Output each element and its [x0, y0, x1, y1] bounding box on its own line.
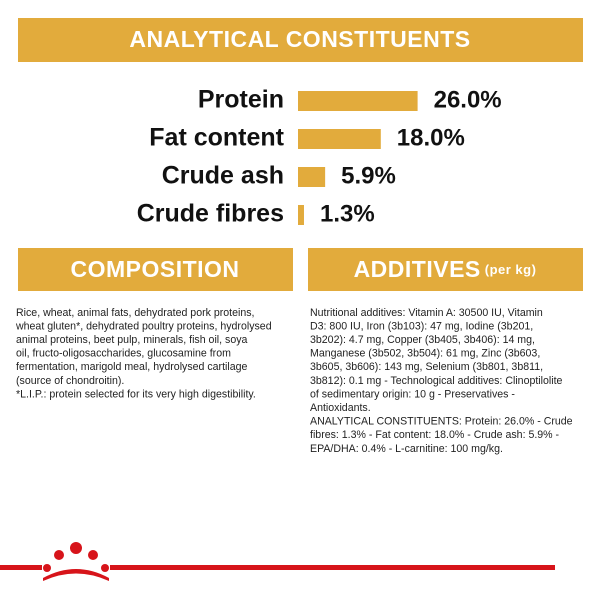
body-line: Antioxidants.: [310, 402, 371, 414]
body-line: 3b605, 3b606): 143 mg, Selenium (3b801, …: [310, 361, 543, 373]
row-label: Protein: [198, 86, 284, 114]
body-line: D3: 800 IU, Iron (3b103): 47 mg, Iodine …: [310, 320, 533, 332]
body-line: Rice, wheat, animal fats, dehydrated por…: [16, 307, 254, 319]
body-line: wheat gluten*, dehydrated poultry protei…: [15, 320, 272, 332]
composition-band: [18, 248, 293, 291]
value-label: 18.0%: [397, 124, 465, 151]
bar: [298, 129, 381, 149]
additives-title: ADDITIVES (per kg): [354, 256, 537, 282]
body-line: ANALYTICAL CONSTITUENTS: Protein: 26.0% …: [310, 416, 573, 428]
body-line: of sedimentary origin: 10 g - Preservati…: [310, 388, 515, 400]
row-label: Fat content: [149, 124, 284, 152]
crown-logo: [43, 542, 109, 581]
value-label: 26.0%: [434, 86, 502, 113]
additives-band: [308, 248, 583, 291]
value-label: 5.9%: [341, 162, 396, 189]
body-line: fibres: 1.3% - Fat content: 18.0% - Crud…: [310, 429, 560, 441]
bar: [298, 91, 418, 111]
additives-title-note: (per kg): [485, 262, 537, 277]
value-label: 1.3%: [320, 200, 375, 227]
body-line: Manganese (3b502, 3b504): 61 mg, Zinc (3…: [310, 348, 540, 360]
header-title: ANALYTICAL CONSTITUENTS: [129, 26, 470, 52]
bar: [298, 167, 326, 187]
row-label: Crude ash: [162, 162, 284, 190]
body-line: EPA/DHA: 0.4% - L-carnitine: 100 mg/kg.: [310, 443, 503, 455]
body-line: Nutritional additives: Vitamin A: 30500 …: [310, 307, 543, 319]
footer-line: [110, 565, 555, 570]
body-line: (source of chondroitin).: [16, 375, 124, 387]
row-label: Crude fibres: [137, 200, 284, 228]
bar: [298, 205, 304, 225]
body-line: fermentation, marigold meal, hydrolysed …: [16, 361, 248, 373]
body-line: animal proteins, beet pulp, minerals, fi…: [16, 334, 248, 346]
body-line: *L.I.P.: protein selected for its very h…: [16, 388, 256, 400]
body-line: 3b202): 4.7 mg, Copper (3b405, 3b406): 1…: [310, 334, 535, 346]
composition-title: COMPOSITION: [70, 256, 239, 282]
header-band: [18, 18, 583, 62]
footer-line: [0, 565, 42, 570]
footer: [0, 542, 555, 581]
body-line: 3b812): 0.1 mg - Technological additives…: [310, 375, 563, 387]
body-line: oil, fructo-oligosaccharides, glucosamin…: [16, 348, 231, 360]
additives-title-main: ADDITIVES: [354, 256, 481, 282]
